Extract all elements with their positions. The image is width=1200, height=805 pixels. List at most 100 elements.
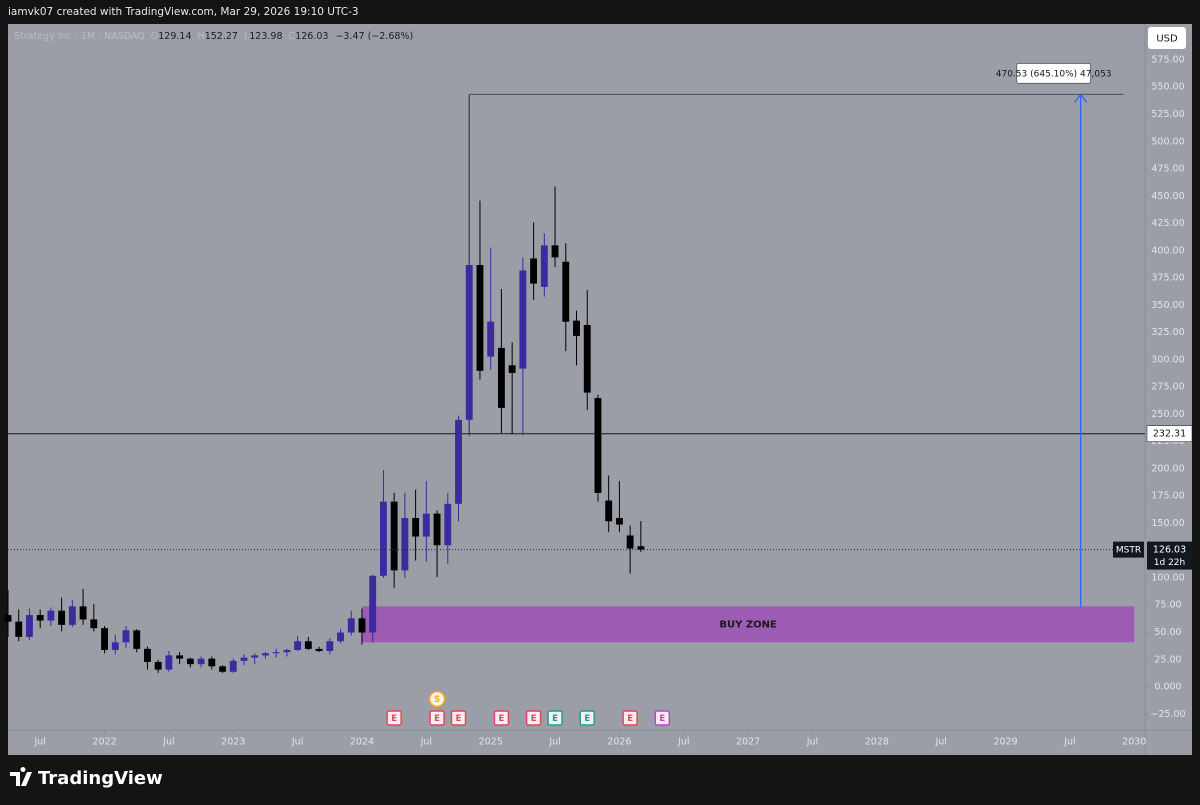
x-tick-label: Jul [1063, 737, 1075, 748]
candle-body [208, 658, 216, 667]
legend-key: L [244, 31, 250, 42]
candle-body [369, 575, 377, 633]
candle-body [111, 642, 119, 650]
candle-body [379, 501, 387, 576]
x-tick-label: 2027 [736, 737, 760, 748]
candle-body [347, 618, 355, 633]
legend-key: H [198, 31, 205, 42]
candle-body [530, 258, 538, 284]
candle-body [433, 513, 441, 546]
candle-body [508, 365, 516, 373]
candle-body [476, 265, 484, 371]
event-label: E [391, 714, 397, 724]
candle-body [326, 641, 334, 652]
candle-body [583, 324, 591, 393]
candle-body [412, 518, 420, 537]
legend-value: 126.03 [295, 31, 328, 42]
x-tick-label: Jul [291, 737, 303, 748]
x-tick-label: 2023 [221, 737, 245, 748]
candle-body [637, 546, 645, 550]
candle-body [283, 649, 291, 653]
y-tick-label: 75.00 [1154, 600, 1181, 611]
candle-body [15, 621, 23, 637]
y-tick-label: 300.00 [1151, 354, 1184, 365]
footer-logo [10, 767, 32, 786]
event-label: E [627, 714, 633, 724]
split-icon [428, 690, 446, 708]
y-tick-label: 250.00 [1151, 409, 1184, 420]
candle-body [487, 321, 495, 357]
candle-body [58, 610, 66, 625]
x-tick-label: Jul [33, 737, 45, 748]
candle-body [519, 270, 527, 369]
x-tick-label: Jul [162, 737, 174, 748]
event-icon [622, 710, 638, 726]
event-icon [654, 710, 671, 726]
candle-body [540, 245, 548, 287]
y-tick-label: 450.00 [1151, 191, 1184, 202]
y-tick-label: 325.00 [1151, 327, 1184, 338]
currency-button[interactable] [1148, 27, 1186, 49]
y-tick-label: −25.00 [1150, 709, 1185, 720]
candle-body [615, 518, 623, 525]
event-icon [429, 710, 445, 726]
legend-value: 123.98 [249, 31, 282, 42]
candle-body [422, 513, 430, 537]
measure-label-box [1016, 62, 1092, 84]
y-tick-label: 350.00 [1151, 300, 1184, 311]
chart-background [8, 24, 1192, 755]
event-icon [579, 710, 595, 726]
candle-body [562, 261, 570, 322]
y-tick-label: 400.00 [1151, 245, 1184, 256]
x-tick-label: 2022 [92, 737, 116, 748]
y-tick-label: 500.00 [1151, 136, 1184, 147]
candle-body [240, 657, 248, 661]
x-tick-label: 2028 [865, 737, 889, 748]
buy-zone-label: BUY ZONE [719, 619, 777, 630]
event-label: E [499, 714, 505, 724]
candle-body [626, 535, 634, 549]
y-tick-label: 25.00 [1154, 654, 1181, 665]
candle-body [497, 347, 505, 408]
candle-body [262, 653, 269, 656]
event-label: E [659, 714, 665, 724]
candle-body [197, 658, 205, 665]
candle-body [4, 615, 12, 622]
measure-label: 470.53 (645.10%) 47,053 [996, 69, 1112, 79]
candle-body [90, 619, 98, 629]
candle-body [154, 661, 162, 670]
candle-body [26, 615, 33, 637]
buy-zone [361, 606, 1135, 643]
y-tick-label: 275.00 [1151, 382, 1184, 393]
event-label: E [552, 714, 558, 724]
candle-body [605, 500, 613, 522]
event-icon [547, 710, 563, 726]
x-tick-label: 2024 [350, 737, 374, 748]
currency-label[interactable]: USD [1156, 34, 1178, 45]
event-icon [386, 710, 402, 726]
candle-body [68, 606, 76, 625]
logo-mark [10, 767, 32, 786]
event-label: E [531, 714, 537, 724]
y-tick-label: 150.00 [1151, 518, 1184, 529]
legend: Strategy Inc · 1M · NASDAQ O129.14 H152.… [14, 31, 413, 42]
y-tick-label: 525.00 [1151, 109, 1184, 120]
countdown-label: 1d 22h [1154, 558, 1185, 568]
y-tick-label: 425.00 [1151, 218, 1184, 229]
hline-price-box [1146, 425, 1193, 442]
x-tick-label: Jul [420, 737, 432, 748]
candle-body [144, 648, 151, 662]
y-tick-label: 475.00 [1151, 164, 1184, 175]
x-tick-label: 2029 [993, 737, 1017, 748]
candle-body [594, 398, 602, 493]
candle-body [79, 606, 87, 620]
attribution: iamvk07 created with TradingView.com, Ma… [8, 6, 359, 18]
event-icon [450, 710, 467, 726]
y-tick-label: 200.00 [1151, 463, 1184, 474]
symbol-title: Strategy Inc · 1M · NASDAQ [14, 31, 145, 42]
event-icon [525, 710, 542, 726]
candle-body [465, 265, 473, 420]
x-tick-label: Jul [677, 737, 689, 748]
candle-body [36, 615, 44, 621]
